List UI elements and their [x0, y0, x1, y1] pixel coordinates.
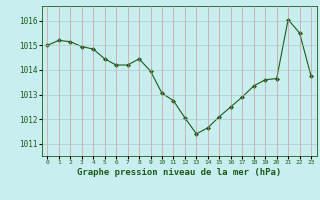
X-axis label: Graphe pression niveau de la mer (hPa): Graphe pression niveau de la mer (hPa): [77, 168, 281, 177]
